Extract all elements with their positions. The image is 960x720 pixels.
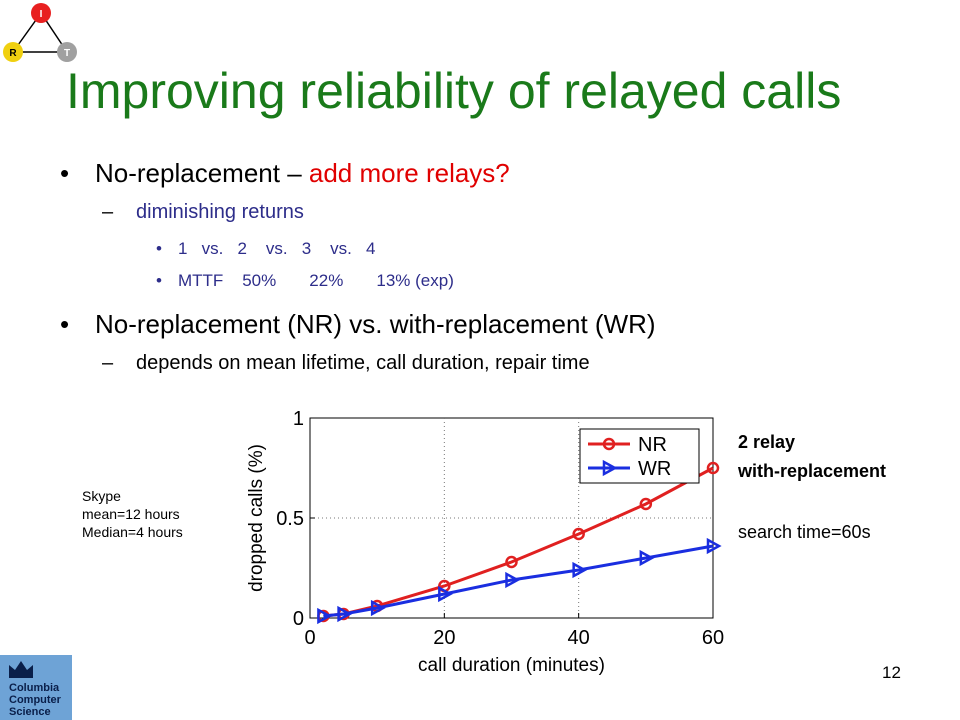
columbia-logo: Columbia Computer Science (0, 655, 72, 720)
sub-bullet-text: depends on mean lifetime, call duration,… (136, 352, 590, 374)
legend-box (579, 428, 700, 484)
subsub-bullet-counts: • 1 vs. 2 vs. 3 vs. 4 (156, 239, 376, 258)
data-point-nr (639, 497, 653, 511)
skype-note-line: Skype (82, 488, 121, 504)
data-point-wr (706, 537, 722, 555)
data-point-wr (572, 561, 588, 579)
x-tick-label: 0 (304, 627, 315, 649)
y-tick-label: 1 (293, 408, 304, 430)
logo-letter-i: I (40, 9, 43, 20)
bullet-no-replacement: • No-replacement – add more relays? (60, 158, 510, 188)
legend-marker-nr (602, 437, 616, 451)
data-point-nr (706, 461, 720, 475)
x-tick-label: 40 (568, 627, 590, 649)
sub-bullet-depends: – depends on mean lifetime, call duration… (102, 352, 590, 374)
data-point-wr (438, 585, 453, 603)
legend-label-nr: NR (638, 434, 667, 456)
subsub-bullet-text: 1 vs. 2 vs. 3 vs. 4 (178, 239, 376, 258)
bullet-nr-vs-wr: • No-replacement (NR) vs. with-replacemen… (60, 309, 656, 339)
y-axis-label: dropped calls (%) (246, 444, 267, 592)
logo-letter-r: R (9, 48, 17, 59)
data-point-wr (317, 607, 333, 625)
data-point-nr (572, 527, 585, 541)
data-point-nr (505, 555, 518, 569)
cu-logo-line: Computer (9, 694, 61, 706)
y-tick-label: 0 (293, 608, 304, 630)
skype-note-line: mean=12 hours (82, 506, 180, 522)
skype-note-line: Median=4 hours (82, 524, 183, 540)
crown-icon (9, 661, 33, 678)
sub-bullet-diminishing: – diminishing returns (102, 201, 304, 223)
page-number: 12 (882, 663, 901, 682)
y-tick-label: 0.5 (276, 508, 304, 530)
data-point-wr (639, 549, 655, 567)
side-note-replacement: with-replacement (738, 461, 887, 481)
legend-label-wr: WR (638, 458, 671, 480)
side-note-relay: 2 relay (738, 432, 796, 452)
bullet-highlight: add more relays? (308, 158, 510, 188)
data-point-wr (370, 599, 386, 617)
bullet-text: No-replacement (NR) vs. with-replacement… (95, 309, 656, 339)
sub-bullet-text: diminishing returns (136, 201, 304, 223)
bullet-list: • No-replacement – add more relays? – dimi… (60, 158, 656, 374)
legend-marker-wr (602, 459, 618, 477)
bullet-text: No-replacement – (95, 158, 309, 188)
x-tick-label: 60 (702, 627, 724, 649)
data-point-wr (505, 571, 521, 589)
skype-note: Skype mean=12 hours Median=4 hours (82, 487, 183, 541)
subsub-bullet-mttf: • MTTF 50% 22% 13% (exp) (156, 271, 454, 290)
slide-title: Improving reliability of relayed calls (66, 63, 842, 119)
x-axis-label: call duration (minutes) (418, 655, 605, 675)
side-note-search-time: search time=60s (738, 522, 871, 542)
x-tick-label: 20 (433, 627, 455, 649)
dropped-calls-chart: 0 20 40 60 0 0.5 1 call duration (minutes) dropp… (246, 408, 724, 675)
cu-logo-line: Science (9, 706, 51, 718)
subsub-bullet-text: MTTF 50% 22% 13% (exp) (178, 271, 454, 290)
logo-letter-t: T (64, 48, 70, 59)
data-point-wr (337, 605, 353, 623)
cu-logo-line: Columbia (9, 682, 60, 694)
irt-logo: I R T (3, 3, 77, 62)
